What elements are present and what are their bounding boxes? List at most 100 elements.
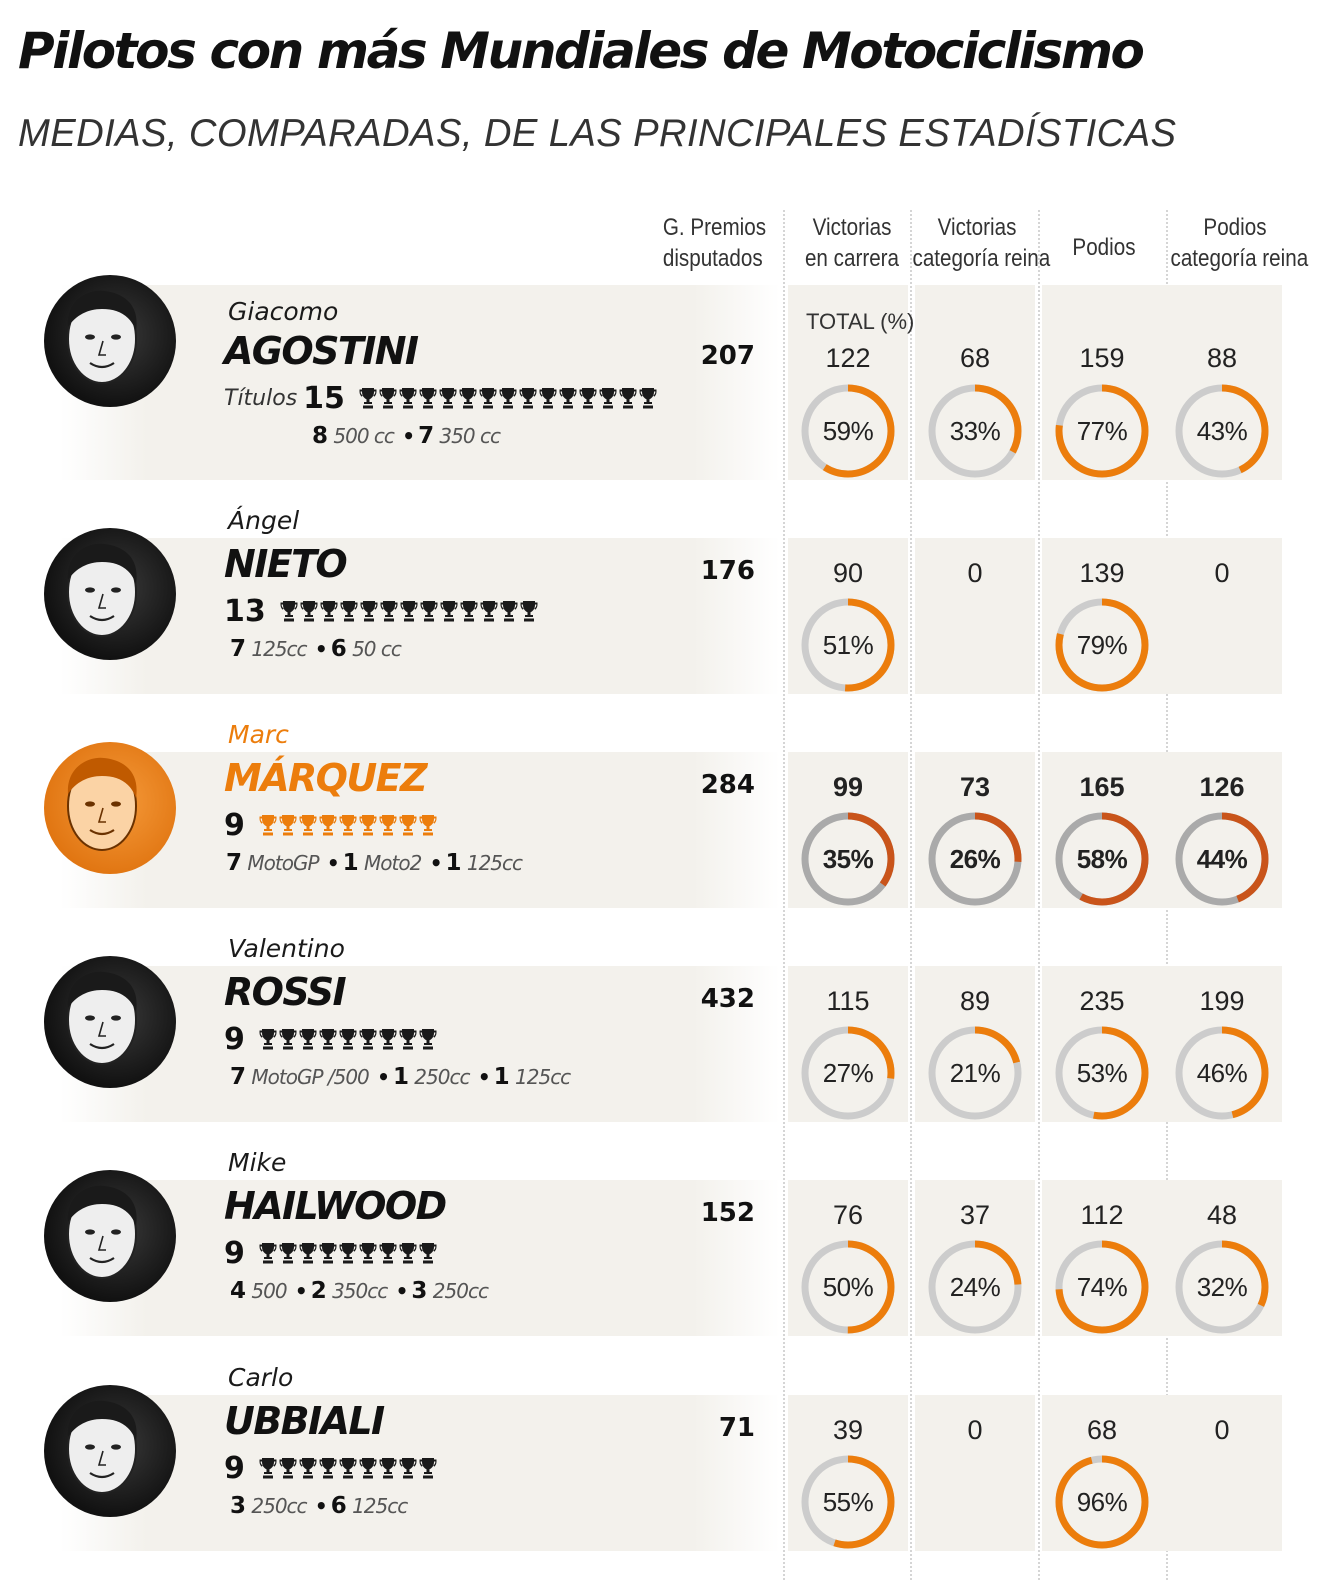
donut-svg (801, 1455, 895, 1549)
trophy-icon (279, 814, 297, 836)
stat-column-band (1162, 1395, 1282, 1551)
donut-percentage-label: 43% (1196, 415, 1248, 446)
titles-row: 9 (224, 1022, 437, 1057)
breakdown-category: 50 cc (346, 637, 402, 661)
stat-total-value: 99 (832, 772, 864, 802)
stat-total-value: 90 (832, 558, 864, 588)
donut-arc (801, 812, 895, 906)
rider-portrait (44, 956, 176, 1088)
trophy-icon (379, 814, 397, 836)
stat-total-value: 199 (1199, 986, 1245, 1016)
rider-row-band (60, 966, 780, 1122)
trophy-icon (339, 1242, 357, 1264)
titles-count: 9 (224, 1450, 245, 1486)
trophy-icon (379, 1457, 397, 1479)
donut-arc (1175, 1240, 1269, 1334)
stat-total-value: 39 (832, 1415, 864, 1445)
rider-portrait (44, 528, 176, 660)
column-header-wins-line2: en carrera (804, 245, 900, 272)
donut-svg (1055, 384, 1149, 478)
trophy-icon (599, 387, 617, 409)
percentage-donut: 79% (1052, 595, 1152, 695)
stat-total-value: 76 (832, 1200, 864, 1230)
column-separator (783, 210, 785, 1580)
titles-row: 13 (224, 594, 538, 629)
stat-total-value: 159 (1079, 343, 1125, 373)
rider-row-band (60, 752, 780, 908)
stat-total-value: 115 (826, 986, 870, 1016)
trophy-icon (619, 387, 637, 409)
donut-svg (1055, 812, 1149, 906)
titles-row: 9 (224, 808, 437, 843)
stat-total-value: 48 (1206, 1200, 1238, 1230)
chart-title: Pilotos con más Mundiales de Motociclism… (18, 22, 1145, 80)
donut-percentage-label: 51% (822, 629, 874, 660)
donut-arc (801, 1240, 895, 1334)
breakdown-count: 1 (392, 1064, 409, 1090)
total-percent-label: TOTAL (%) (806, 309, 915, 334)
donut-percentage-label: 21% (949, 1057, 1001, 1088)
donut-percentage-label: 46% (1196, 1057, 1248, 1088)
breakdown-count: 3 (411, 1278, 428, 1304)
rider-portrait (44, 742, 176, 874)
trophy-icon (400, 600, 418, 622)
donut-percentage-label: 33% (949, 415, 1001, 446)
column-header-gp-line2: disputados (662, 245, 763, 272)
donut-svg (1175, 1240, 1269, 1334)
rider-row-band (60, 538, 780, 694)
stat-total-value: 68 (959, 343, 991, 373)
trophy-icon (399, 1242, 417, 1264)
titles-count: 9 (224, 1235, 245, 1271)
donut-svg (1175, 1026, 1269, 1120)
donut-percentage-label: 32% (1196, 1271, 1248, 1302)
percentage-donut: 55% (798, 1452, 898, 1552)
trophy-icon (419, 1242, 437, 1264)
column-header-podiums-top-line2: categoría reina (1170, 245, 1309, 272)
percentage-donut: 53% (1052, 1023, 1152, 1123)
percentage-donut: 50% (798, 1237, 898, 1337)
trophy-icon (460, 600, 478, 622)
trophy-icon (319, 1242, 337, 1264)
breakdown-separator: • (395, 1279, 409, 1303)
breakdown-category: 250cc (246, 1494, 312, 1518)
column-header-podiums-top-line1: Podios (1203, 214, 1267, 241)
trophy-icon (539, 387, 557, 409)
breakdown-count: 7 (230, 636, 247, 662)
trophy-icon (279, 1242, 297, 1264)
donut-arc (928, 812, 1022, 906)
donut-percentage-label: 96% (1076, 1486, 1128, 1517)
trophy-icon (319, 1028, 337, 1050)
rider-portrait (44, 275, 176, 407)
stat-total-value: 68 (1086, 1415, 1118, 1445)
breakdown-category: 250cc (408, 1065, 475, 1089)
donut-arc (801, 384, 895, 478)
breakdown-category: 125cc (461, 851, 523, 875)
stat-column-band (1162, 538, 1282, 694)
percentage-donut: 24% (925, 1237, 1025, 1337)
column-separator (1038, 210, 1040, 1580)
stat-total-value: 73 (959, 772, 991, 802)
titles-row: 9 (224, 1235, 437, 1271)
trophy-row (259, 1457, 437, 1479)
trophy-icon (419, 1028, 437, 1050)
breakdown-category: 350cc (326, 1279, 393, 1303)
percentage-donut: 26% (925, 809, 1025, 909)
titles-breakdown: 7 MotoGP /500 • 1 250cc • 1 125cc (230, 1064, 571, 1090)
percentage-donut: 43% (1172, 381, 1272, 481)
trophy-icon (299, 814, 317, 836)
titles-breakdown: 3 250cc • 6 125cc (230, 1493, 408, 1519)
trophy-icon (299, 1028, 317, 1050)
donut-svg (928, 1240, 1022, 1334)
breakdown-separator: • (477, 1065, 491, 1089)
donut-percentage-label: 53% (1076, 1057, 1128, 1088)
breakdown-category: 350 cc (434, 424, 501, 448)
donut-svg (928, 1026, 1022, 1120)
breakdown-count: 2 (310, 1278, 327, 1304)
trophy-row (259, 1028, 437, 1050)
trophy-icon (379, 1242, 397, 1264)
trophy-icon (380, 600, 398, 622)
rider-first-name: Valentino (228, 934, 345, 963)
trophy-row (280, 600, 538, 622)
donut-arc (928, 384, 1022, 478)
breakdown-category: MotoGP (242, 851, 324, 875)
